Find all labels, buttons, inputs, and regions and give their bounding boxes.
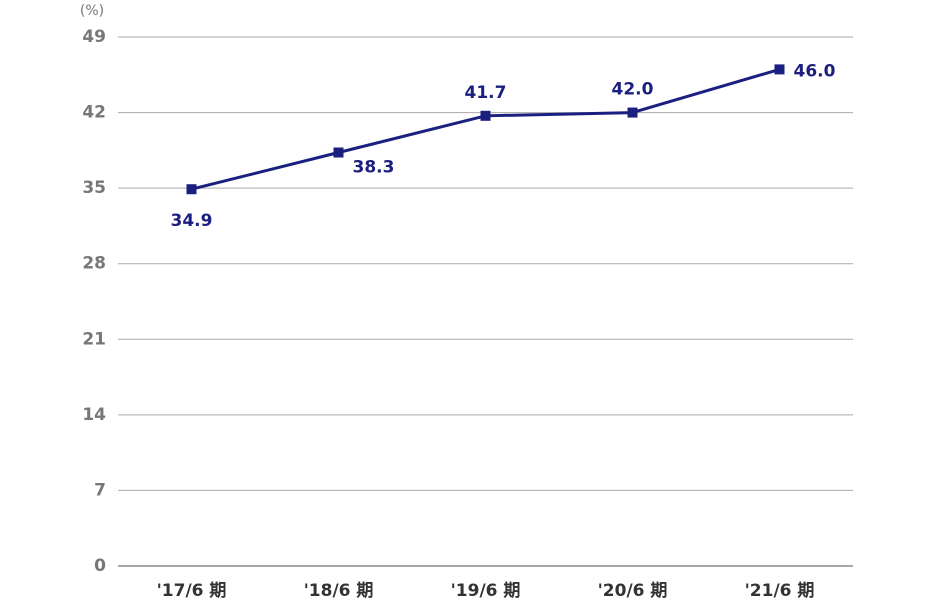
- data-label: 46.0: [794, 61, 836, 81]
- y-tick-label: 35: [82, 178, 106, 198]
- y-tick-label: 7: [94, 480, 106, 500]
- data-point: [186, 184, 197, 195]
- data-point: [333, 147, 344, 158]
- y-tick-label: 42: [82, 103, 106, 123]
- x-tick-label: '20/6 期: [598, 581, 668, 601]
- x-tick-label: '19/6 期: [451, 581, 521, 601]
- y-tick-label: 0: [94, 556, 106, 576]
- data-point: [480, 110, 491, 121]
- y-tick-label: 49: [82, 27, 106, 47]
- y-tick-label: 21: [82, 329, 106, 349]
- data-point: [627, 107, 638, 118]
- x-tick-label: '21/6 期: [745, 581, 815, 601]
- x-tick-label: '17/6 期: [157, 581, 227, 601]
- x-tick-label: '18/6 期: [304, 581, 374, 601]
- y-tick-label: 28: [82, 254, 106, 274]
- data-label: 38.3: [353, 158, 395, 178]
- y-axis-unit: (%): [80, 3, 104, 19]
- y-tick-label: 14: [82, 405, 106, 425]
- data-label: 34.9: [171, 211, 213, 231]
- data-point: [774, 64, 785, 75]
- data-label: 42.0: [612, 80, 654, 100]
- data-label: 41.7: [465, 83, 507, 103]
